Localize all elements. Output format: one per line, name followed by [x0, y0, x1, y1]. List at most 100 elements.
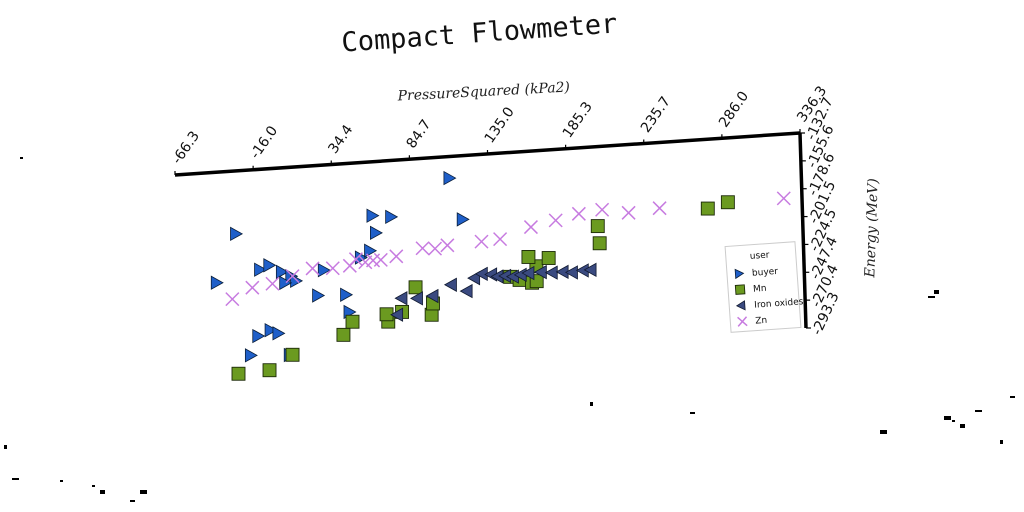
x-marker-stroke — [474, 234, 489, 249]
legend-label: Iron oxides — [754, 297, 804, 310]
triangle-right-marker — [263, 258, 277, 273]
x-marker-stroke — [265, 276, 280, 291]
x-tick-label: 135.0 — [482, 104, 518, 146]
triangle-right-marker — [340, 287, 354, 302]
x-tick-label: 235.7 — [638, 94, 674, 136]
x-marker-stroke — [523, 220, 538, 235]
x-marker-stroke — [548, 213, 563, 228]
triangle-left-marker — [394, 291, 408, 306]
x-marker — [621, 205, 636, 220]
y-axis-line — [798, 132, 808, 329]
x-marker-stroke — [373, 252, 388, 267]
speck — [975, 410, 982, 412]
speck — [952, 420, 955, 422]
square-marker — [336, 327, 351, 342]
triangle-right-marker — [317, 262, 331, 278]
x-marker-stroke — [440, 238, 455, 253]
speck — [880, 430, 887, 434]
square-marker — [521, 250, 536, 264]
square-marker — [231, 366, 246, 381]
x-marker-stroke — [776, 191, 791, 206]
legend-label: buyer — [752, 267, 779, 279]
x-marker-stroke — [305, 261, 320, 276]
triangle-left-marker — [443, 277, 457, 292]
noise-specks — [4, 157, 1015, 502]
legend-item: Zn — [737, 316, 768, 327]
x-marker — [737, 316, 748, 327]
triangle-left-marker — [735, 300, 746, 311]
triangle-right-marker — [272, 326, 286, 341]
speck — [20, 157, 23, 159]
x-marker — [493, 232, 508, 247]
triangle-left-marker — [410, 291, 423, 306]
x-marker — [342, 258, 357, 273]
triangle-right-marker — [252, 328, 266, 344]
square-marker — [720, 195, 735, 210]
legend-label: Zn — [755, 316, 768, 327]
x-marker-stroke — [737, 316, 748, 327]
x-marker — [265, 276, 280, 291]
x-marker-stroke — [652, 201, 667, 216]
triangle-left-marker — [521, 265, 535, 281]
triangle-right-marker — [385, 209, 399, 225]
x-marker — [245, 280, 260, 295]
square-marker — [590, 219, 605, 234]
square-marker — [345, 314, 360, 329]
x-tick-label: -16.0 — [247, 123, 281, 162]
x-marker — [305, 261, 320, 276]
x-tick-label: 34.4 — [325, 122, 356, 157]
x-marker-stroke — [342, 258, 357, 273]
triangle-right-marker — [275, 264, 289, 280]
square-marker — [700, 201, 715, 216]
legend: user buyer Mn Iron oxides Zn — [724, 241, 804, 333]
legend-item: Iron oxides — [735, 297, 804, 311]
square-marker — [592, 236, 607, 251]
chart-title: Compact Flowmeter — [340, 8, 618, 58]
x-marker-stroke — [285, 269, 300, 284]
triangle-right-marker — [364, 243, 378, 258]
x-marker-stroke — [427, 241, 443, 256]
x-marker-stroke — [358, 255, 373, 270]
speck — [130, 500, 135, 502]
legend-item: Mn — [734, 284, 767, 295]
x-marker — [652, 201, 667, 216]
x-marker — [285, 269, 300, 284]
triangle-left-marker — [390, 307, 404, 322]
speck — [1000, 440, 1003, 444]
triangle-left-marker — [583, 262, 597, 278]
x-marker-stroke — [415, 241, 430, 256]
data-points — [210, 170, 791, 381]
speck — [60, 480, 63, 482]
legend-title: user — [750, 250, 771, 261]
x-marker-stroke — [389, 249, 404, 264]
triangle-right-marker — [244, 348, 258, 363]
triangle-right-marker — [456, 212, 470, 227]
speck — [12, 478, 19, 480]
triangle-right-marker — [254, 262, 268, 277]
triangle-left-marker — [459, 283, 473, 299]
speck — [100, 490, 105, 494]
x-marker — [373, 252, 388, 267]
x-marker — [358, 255, 373, 270]
speck — [92, 485, 95, 487]
x-marker — [595, 202, 610, 217]
triangle-right-marker — [264, 322, 278, 338]
x-tick-label: -66.3 — [169, 128, 203, 167]
x-marker-stroke — [225, 292, 240, 307]
square-marker — [734, 284, 746, 295]
triangle-right-marker — [370, 225, 383, 241]
x-marker — [523, 220, 538, 235]
x-tick-label: 185.3 — [560, 99, 596, 141]
series-zn — [225, 191, 791, 307]
x-marker — [548, 213, 563, 228]
triangle-left-marker — [544, 265, 558, 280]
x-marker — [389, 249, 404, 264]
triangle-right-marker — [443, 170, 457, 186]
x-tick-label: 84.7 — [404, 117, 435, 152]
square-marker — [262, 363, 277, 378]
triangle-left-marker — [425, 288, 439, 304]
series-buyer — [210, 170, 470, 363]
speck — [4, 445, 7, 449]
triangle-right-marker — [734, 268, 745, 280]
